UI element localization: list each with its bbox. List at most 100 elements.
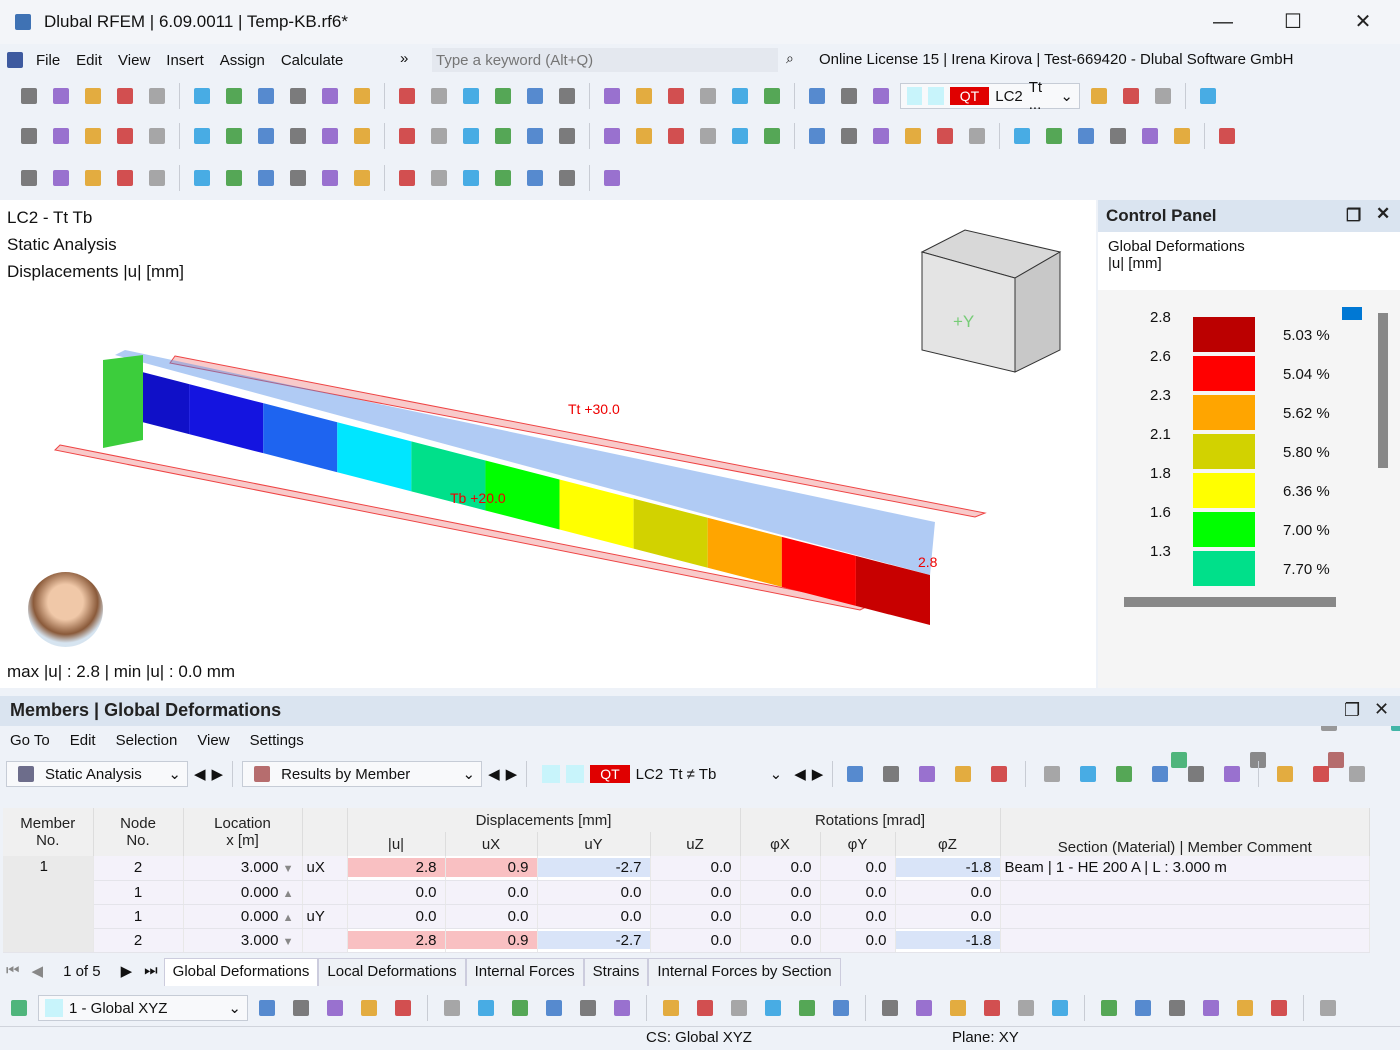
menu-more[interactable]: » (400, 50, 409, 67)
menu-file[interactable]: File (36, 51, 61, 69)
legend-tab-icon[interactable] (1166, 747, 1192, 773)
model-tool-1-icon[interactable] (16, 123, 42, 149)
main-tool-9-icon[interactable] (285, 83, 311, 109)
main-tool-26-icon[interactable] (868, 83, 894, 109)
main-tool-25-icon[interactable] (836, 83, 862, 109)
model-tool-14-icon[interactable] (458, 123, 484, 149)
main-tool-8-icon[interactable] (253, 83, 279, 109)
display-tool-2-icon[interactable] (288, 995, 314, 1021)
model-tool-5-icon[interactable] (144, 123, 170, 149)
horizontal-scrollbar[interactable] (1124, 597, 1336, 607)
display-tool-28-icon[interactable] (1232, 995, 1258, 1021)
next-arrow[interactable]: ▶ (505, 766, 518, 783)
table-tool-14-icon[interactable] (1344, 761, 1370, 787)
display-tool-21-icon[interactable] (979, 995, 1005, 1021)
model-tool-33-icon[interactable] (1105, 123, 1131, 149)
search-input[interactable] (432, 48, 778, 72)
model-tool-31-icon[interactable] (1041, 123, 1067, 149)
prev-arrow[interactable]: ◀ (194, 766, 206, 783)
model-tool-35-icon[interactable] (1169, 123, 1195, 149)
next-arrow[interactable]: ▶ (211, 766, 224, 783)
tab-strains[interactable]: Strains (583, 958, 649, 986)
display-tool-24-icon[interactable] (1096, 995, 1122, 1021)
table-row[interactable]: 1 0.000 ▲ uY 0.0 0.0 0.0 0.0 0.0 0.0 0.0 (3, 904, 1370, 929)
minimize-button[interactable]: — (1213, 11, 1233, 33)
main-tool-20-icon[interactable] (663, 83, 689, 109)
close-panel-icon[interactable]: ✕ (1374, 699, 1390, 719)
display-tool-17-icon[interactable] (828, 995, 854, 1021)
view-tool-10-icon[interactable] (317, 165, 343, 191)
view-tool-15-icon[interactable] (490, 165, 516, 191)
model-tool-32-icon[interactable] (1073, 123, 1099, 149)
main-tool-6-icon[interactable] (189, 83, 215, 109)
view-cube[interactable]: +Y (920, 229, 1062, 373)
table-tool-13-icon[interactable] (1308, 761, 1334, 787)
main-tool-5-icon[interactable] (144, 83, 170, 109)
menu-view[interactable]: View (118, 51, 151, 69)
view-tool-11-icon[interactable] (349, 165, 375, 191)
view-tool-3-icon[interactable] (80, 165, 106, 191)
restore-icon[interactable]: ❐ (1346, 206, 1362, 225)
main-tool-23-icon[interactable] (759, 83, 785, 109)
display-tool-22-icon[interactable] (1013, 995, 1039, 1021)
main-tool-16-icon[interactable] (522, 83, 548, 109)
assistant-avatar[interactable] (28, 572, 103, 647)
3d-viewport[interactable]: Tt +30.0 Tb +20.0 2.8 +Y LC2 - Tt Tb Sta… (0, 200, 1096, 688)
loadcase-combo[interactable]: QT LC2 Tt ≠ Tb ⌄ (536, 761, 788, 787)
view-tool-6-icon[interactable] (189, 165, 215, 191)
tab-local-deformations[interactable]: Local Deformations (318, 958, 466, 986)
view-tool-16-icon[interactable] (522, 165, 548, 191)
model-tool-30-icon[interactable] (1009, 123, 1035, 149)
display-tool-20-icon[interactable] (945, 995, 971, 1021)
view-tool-7-icon[interactable] (221, 165, 247, 191)
results-menu-settings[interactable]: Settings (249, 731, 304, 749)
results-menu-go-to[interactable]: Go To (10, 731, 50, 749)
model-tool-10-icon[interactable] (317, 123, 343, 149)
main-tool-11-icon[interactable] (349, 83, 375, 109)
main-tool-7-icon[interactable] (221, 83, 247, 109)
tab-global-deformations[interactable]: Global Deformations (163, 958, 319, 986)
main-tool-29-icon[interactable] (1150, 83, 1176, 109)
cs-combo[interactable]: 1 - Global XYZ ⌄ (38, 995, 248, 1021)
model-tool-25-icon[interactable] (836, 123, 862, 149)
restore-icon[interactable]: ❐ (1344, 700, 1361, 720)
main-tool-10-icon[interactable] (317, 83, 343, 109)
table-tool-10-icon[interactable] (1183, 761, 1209, 787)
main-tool-2-icon[interactable] (48, 83, 74, 109)
model-tool-11-icon[interactable] (349, 123, 375, 149)
model-tool-22-icon[interactable] (727, 123, 753, 149)
model-tool-8-icon[interactable] (253, 123, 279, 149)
last-page-button[interactable]: ⏭ (144, 962, 158, 979)
display-tool-26-icon[interactable] (1164, 995, 1190, 1021)
display-tool-25-icon[interactable] (1130, 995, 1156, 1021)
table-tool-2-icon[interactable] (878, 761, 904, 787)
display-tool-9-icon[interactable] (541, 995, 567, 1021)
table-tool-6-icon[interactable] (1039, 761, 1065, 787)
pen-tab-icon[interactable] (1323, 747, 1349, 773)
display-tool-12-icon[interactable] (658, 995, 684, 1021)
table-row[interactable]: 1 2 3.000 ▼ uX 2.8 0.9 -2.7 0.0 0.0 0.0 … (3, 856, 1370, 953)
main-tool-18-icon[interactable] (599, 83, 625, 109)
main-tool-28-icon[interactable] (1118, 83, 1144, 109)
model-tool-23-icon[interactable] (759, 123, 785, 149)
main-tool-12-icon[interactable] (394, 83, 420, 109)
view-tool-18-icon[interactable] (599, 165, 625, 191)
model-tool-6-icon[interactable] (189, 123, 215, 149)
model-tool-15-icon[interactable] (490, 123, 516, 149)
display-tool-11-icon[interactable] (609, 995, 635, 1021)
display-tool-15-icon[interactable] (760, 995, 786, 1021)
table-tool-12-icon[interactable] (1272, 761, 1298, 787)
table-row[interactable]: 2 3.000 ▼ 2.8 0.9 -2.7 0.0 0.0 0.0 -1.8 (3, 928, 1370, 953)
table-tool-7-icon[interactable] (1075, 761, 1101, 787)
display-tool-7-icon[interactable] (473, 995, 499, 1021)
view-tool-13-icon[interactable] (426, 165, 452, 191)
model-tool-28-icon[interactable] (932, 123, 958, 149)
menu-insert[interactable]: Insert (166, 51, 204, 69)
model-tool-12-icon[interactable] (394, 123, 420, 149)
display-tool-10-icon[interactable] (575, 995, 601, 1021)
model-tool-16-icon[interactable] (522, 123, 548, 149)
tab-internal-forces-by-section[interactable]: Internal Forces by Section (648, 958, 841, 986)
display-tool-6-icon[interactable] (439, 995, 465, 1021)
results-menu-edit[interactable]: Edit (69, 731, 96, 749)
menu-edit[interactable]: Edit (76, 51, 103, 69)
